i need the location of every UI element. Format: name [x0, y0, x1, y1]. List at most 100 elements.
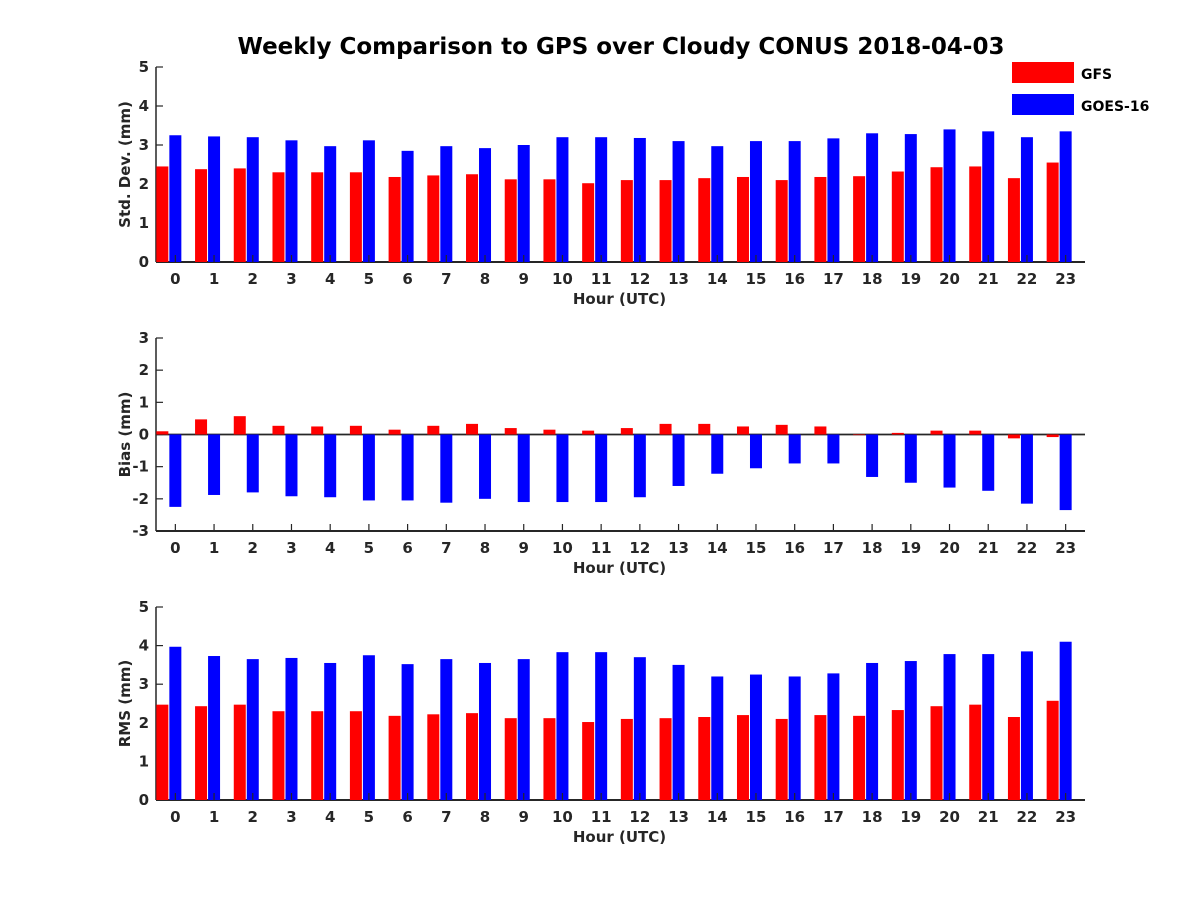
x-tick-label: 12	[629, 270, 650, 288]
bar-gfs-hour-4	[311, 711, 324, 800]
y-tick-label: 3	[139, 136, 149, 154]
bar-goes16-hour-14	[711, 434, 724, 474]
bar-gfs-hour-17	[814, 176, 827, 262]
bar-goes16-hour-21	[982, 654, 995, 800]
x-tick-label: 0	[170, 808, 180, 826]
bar-gfs-hour-5	[349, 172, 362, 262]
bar-gfs-hour-3	[272, 711, 285, 800]
bar-goes16-hour-0	[169, 646, 182, 800]
bar-gfs-hour-23	[1046, 434, 1059, 438]
x-tick-label: 20	[939, 539, 960, 557]
bar-goes16-hour-18	[866, 662, 879, 800]
bar-goes16-hour-12	[633, 434, 646, 498]
bar-goes16-hour-11	[595, 652, 608, 800]
y-tick-label: -2	[132, 490, 149, 508]
x-tick-label: 21	[978, 270, 999, 288]
x-tick-label: 18	[862, 539, 883, 557]
legend-swatch-gfs	[1012, 62, 1074, 83]
bar-gfs-hour-23	[1046, 162, 1059, 262]
bar-goes16-hour-1	[208, 136, 221, 262]
x-axis-label: Hour (UTC)	[573, 828, 666, 846]
y-axis-label: Bias (mm)	[116, 392, 134, 478]
legend-label-goes16: GOES-16	[1081, 99, 1149, 115]
x-tick-label: 23	[1055, 270, 1076, 288]
legend-label-gfs: GFS	[1081, 67, 1112, 83]
bar-goes16-hour-0	[169, 434, 182, 507]
bar-gfs-hour-15	[736, 176, 749, 262]
bar-goes16-hour-14	[711, 146, 724, 262]
bar-gfs-hour-15	[736, 426, 749, 435]
bar-goes16-hour-4	[324, 146, 337, 262]
bar-gfs-hour-6	[388, 176, 401, 262]
bar-gfs-hour-16	[775, 180, 788, 262]
y-tick-label: 5	[139, 598, 149, 616]
x-tick-label: 6	[402, 270, 412, 288]
bar-gfs-hour-11	[582, 722, 595, 800]
x-tick-label: 5	[364, 539, 374, 557]
x-tick-label: 7	[441, 270, 451, 288]
y-tick-label: 0	[139, 253, 149, 271]
bar-gfs-hour-4	[311, 426, 324, 435]
x-tick-label: 19	[900, 270, 921, 288]
x-tick-label: 7	[441, 808, 451, 826]
x-tick-label: 15	[746, 270, 767, 288]
x-tick-label: 0	[170, 270, 180, 288]
bar-gfs-hour-23	[1046, 700, 1059, 800]
x-tick-label: 5	[364, 808, 374, 826]
bar-gfs-hour-8	[466, 174, 479, 262]
bar-goes16-hour-5	[362, 434, 375, 501]
bar-gfs-hour-1	[195, 419, 208, 435]
bar-gfs-hour-7	[427, 425, 440, 435]
bar-goes16-hour-13	[672, 434, 685, 486]
bar-goes16-hour-20	[943, 129, 956, 262]
bar-gfs-hour-20	[930, 430, 943, 435]
y-tick-label: 2	[139, 714, 149, 732]
bar-goes16-hour-4	[324, 662, 337, 800]
x-tick-label: 7	[441, 539, 451, 557]
bar-goes16-hour-22	[1020, 651, 1033, 800]
bar-gfs-hour-3	[272, 172, 285, 262]
bar-gfs-hour-8	[466, 423, 479, 435]
x-tick-label: 13	[668, 539, 689, 557]
bar-goes16-hour-1	[208, 656, 221, 800]
bar-gfs-hour-11	[582, 183, 595, 262]
x-tick-label: 12	[629, 539, 650, 557]
bar-gfs-hour-4	[311, 172, 324, 262]
x-tick-label: 14	[707, 539, 728, 557]
y-tick-label: 3	[139, 329, 149, 347]
x-tick-label: 1	[209, 539, 219, 557]
x-tick-label: 16	[784, 270, 805, 288]
x-tick-label: 4	[325, 539, 335, 557]
y-tick-label: 4	[139, 97, 149, 115]
bar-gfs-hour-5	[349, 711, 362, 800]
bar-gfs-hour-22	[1007, 434, 1020, 439]
bar-gfs-hour-12	[620, 428, 633, 435]
x-tick-label: 4	[325, 270, 335, 288]
x-tick-label: 17	[823, 539, 844, 557]
bar-goes16-hour-23	[1059, 131, 1072, 262]
bar-goes16-hour-1	[208, 434, 221, 495]
bar-gfs-hour-7	[427, 175, 440, 262]
bar-gfs-hour-14	[698, 717, 711, 800]
bar-gfs-hour-14	[698, 423, 711, 435]
x-tick-label: 8	[480, 270, 490, 288]
bar-gfs-hour-17	[814, 715, 827, 800]
x-tick-label: 1	[209, 270, 219, 288]
y-axis-label: RMS (mm)	[116, 660, 134, 747]
x-tick-label: 21	[978, 808, 999, 826]
bar-goes16-hour-20	[943, 654, 956, 800]
x-tick-label: 16	[784, 539, 805, 557]
bar-goes16-hour-13	[672, 141, 685, 262]
bar-goes16-hour-8	[479, 662, 492, 800]
bar-goes16-hour-10	[556, 137, 569, 262]
bar-goes16-hour-10	[556, 652, 569, 800]
bar-gfs-hour-21	[969, 166, 982, 262]
bar-gfs-hour-6	[388, 715, 401, 800]
x-tick-label: 11	[591, 808, 612, 826]
x-tick-label: 15	[746, 808, 767, 826]
bar-goes16-hour-3	[285, 657, 298, 800]
